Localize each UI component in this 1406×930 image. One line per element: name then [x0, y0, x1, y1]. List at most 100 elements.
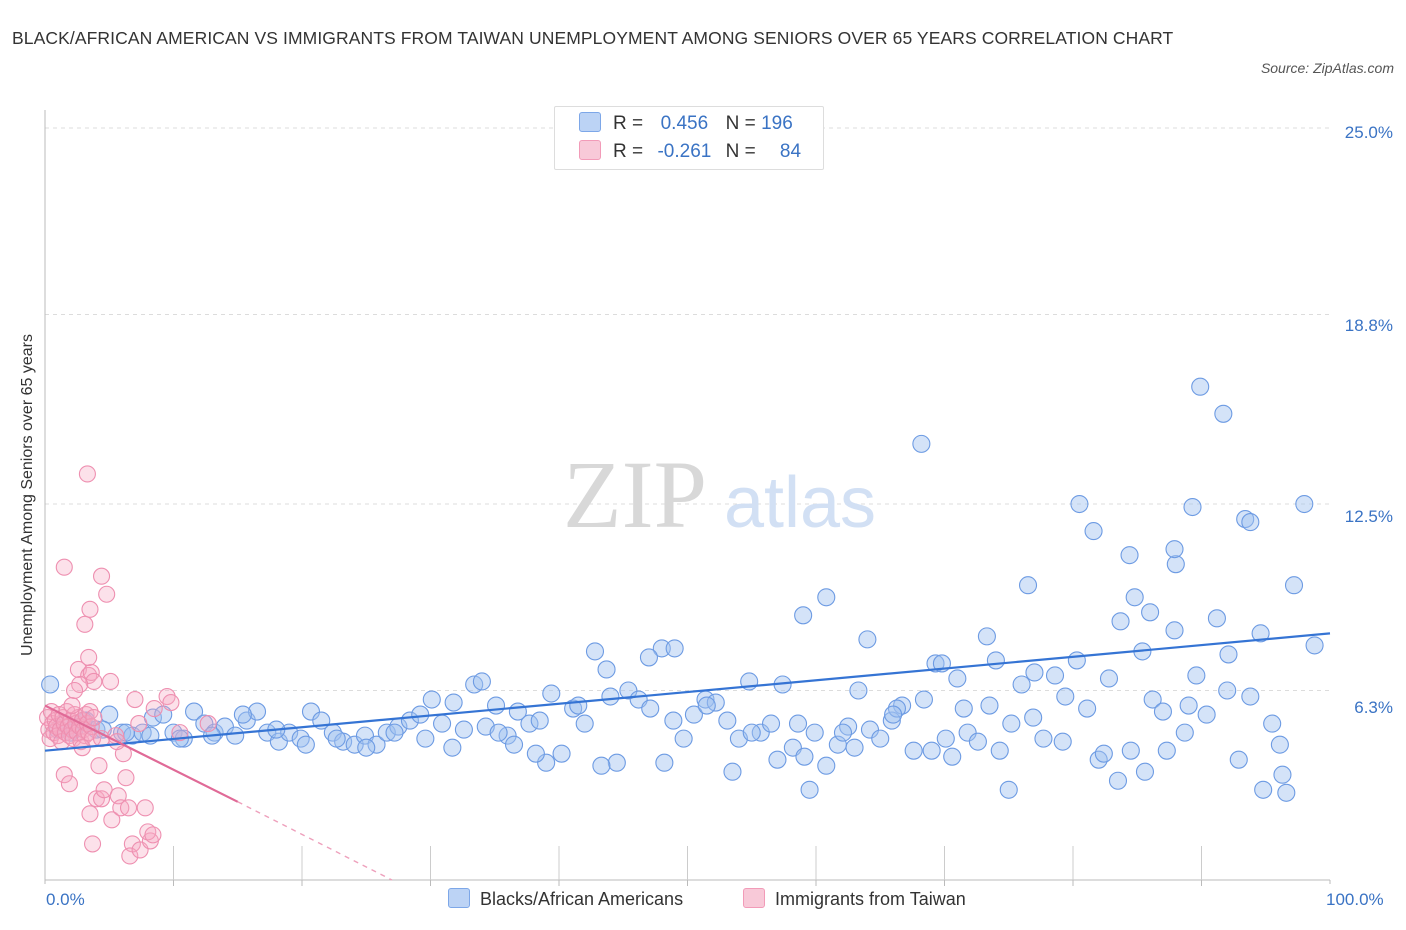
taiwan-point-70: [139, 823, 157, 841]
blacks-point-24: [301, 702, 321, 721]
correlation-legend: R = 0.456 N = 196 R = -0.261 N = 84: [554, 106, 824, 170]
blacks-point-82: [936, 729, 955, 748]
taiwan-point-74: [130, 715, 148, 733]
source-label: Source: ZipAtlas.com: [1260, 60, 1394, 76]
series-blacks-points: [41, 377, 1324, 802]
taiwan-point-54: [81, 805, 99, 823]
blacks-point-48: [564, 699, 583, 718]
blacks-point-89: [1012, 675, 1031, 694]
blacks-point-36: [433, 714, 452, 733]
blacks-point-153: [665, 639, 684, 658]
blacks-point-73: [839, 717, 858, 736]
y-tick-label-6-3: 6.3%: [1354, 698, 1393, 717]
taiwan-point-50: [63, 696, 81, 715]
taiwan-point-78: [145, 700, 163, 718]
x-tick-label-100: 100.0%: [1326, 890, 1384, 909]
chart-title: BLACK/AFRICAN AMERICAN VS IMMIGRANTS FRO…: [12, 28, 1174, 48]
blacks-point-47: [552, 744, 571, 763]
pink-swatch: [743, 888, 765, 908]
blacks-point-144: [986, 651, 1005, 670]
taiwan-point-80: [171, 724, 189, 742]
taiwan-point-55: [83, 835, 102, 853]
blacks-point-175: [1277, 783, 1296, 802]
taiwan-point-71: [144, 826, 162, 844]
blacks-point-74: [849, 681, 868, 700]
blacks-point-111: [1251, 624, 1270, 643]
taiwan-point-53: [60, 775, 78, 793]
blacks-point-149: [800, 780, 819, 799]
blacks-point-183: [788, 714, 808, 733]
blacks-point-101: [1143, 690, 1162, 709]
blacks-point-46: [542, 684, 561, 703]
blacks-point-21: [269, 732, 288, 751]
blacks-point-115: [1295, 494, 1314, 514]
blacks-point-133: [817, 588, 836, 607]
blacks-point-59: [684, 705, 703, 724]
x-tick-label-0: 0.0%: [46, 890, 85, 909]
blacks-point-162: [357, 738, 376, 757]
legend-item-taiwan: Immigrants from Taiwan: [743, 888, 966, 910]
blacks-point-127: [1125, 588, 1144, 607]
blacks-point-150: [768, 750, 787, 769]
taiwan-point-51: [66, 681, 84, 700]
taiwan-point-39: [76, 615, 94, 633]
blacks-point-136: [1183, 497, 1202, 517]
blacks-point-91: [1034, 729, 1053, 748]
blacks-point-130: [977, 627, 996, 646]
blue-swatch: [448, 888, 470, 908]
blacks-point-125: [1166, 555, 1185, 574]
blacks-point-185: [655, 753, 674, 772]
blacks-point-109: [1229, 750, 1248, 769]
blacks-point-15: [205, 723, 224, 742]
blacks-point-124: [1241, 513, 1260, 532]
pink-swatch: [579, 140, 601, 160]
trend-line-blacks: [44, 632, 1331, 752]
blacks-point-66: [761, 714, 781, 733]
blacks-point-92: [1045, 666, 1065, 685]
taiwan-point-49: [101, 672, 120, 691]
blacks-point-99: [1121, 741, 1140, 760]
blacks-point-155: [569, 696, 588, 715]
blacks-point-94: [1067, 651, 1086, 670]
blacks-point-135: [1165, 540, 1184, 559]
taiwan-point-63: [117, 769, 135, 787]
blacks-point-154: [601, 687, 620, 706]
blacks-point-62: [718, 711, 737, 730]
blacks-point-5: [100, 705, 119, 724]
blacks-point-186: [592, 756, 611, 775]
blacks-point-178: [1094, 744, 1113, 763]
blacks-point-105: [1187, 666, 1206, 685]
blacks-point-96: [1089, 750, 1108, 769]
blacks-point-161: [385, 723, 404, 742]
taiwan-point-43: [81, 600, 99, 618]
taiwan-point-38: [69, 660, 87, 679]
blacks-point-129: [1018, 576, 1038, 595]
blacks-point-55: [641, 699, 660, 718]
blacks-point-187: [526, 744, 545, 763]
blacks-point-106: [1197, 705, 1216, 724]
legend-item-blacks: Blacks/African Americans: [448, 888, 683, 910]
blacks-point-113: [1273, 765, 1292, 784]
blacks-point-85: [968, 732, 987, 751]
trend-lines: [44, 632, 1331, 881]
taiwan-point-69: [136, 799, 154, 817]
blacks-point-49: [575, 714, 594, 733]
legend-label-taiwan: Immigrants from Taiwan: [775, 889, 966, 909]
blacks-point-145: [954, 699, 973, 718]
blacks-point-148: [845, 738, 864, 757]
blacks-point-104: [1175, 723, 1194, 742]
blacks-point-86: [980, 696, 999, 715]
taiwan-point-75: [126, 690, 144, 709]
blacks-point-114: [1284, 576, 1304, 595]
blacks-point-122: [1214, 404, 1233, 423]
blacks-point-76: [871, 729, 890, 748]
taiwan-point-36: [85, 709, 103, 727]
blacks-point-158: [472, 672, 491, 691]
blacks-point-132: [794, 606, 813, 625]
blacks-point-181: [884, 705, 903, 724]
blacks-point-121: [1236, 510, 1255, 529]
blacks-point-126: [1141, 603, 1160, 622]
blacks-point-98: [1111, 612, 1130, 631]
blacks-point-23: [291, 729, 310, 748]
blacks-point-81: [926, 654, 945, 673]
